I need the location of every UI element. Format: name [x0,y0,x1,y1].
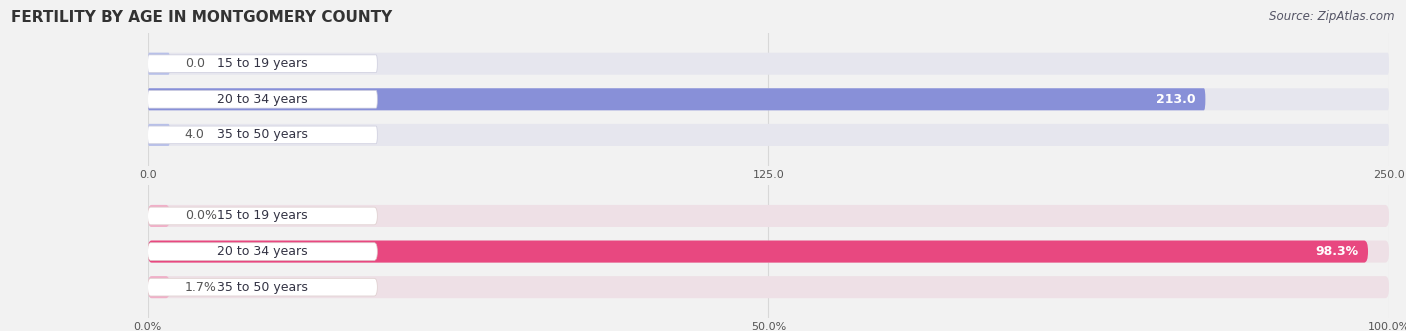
Text: 35 to 50 years: 35 to 50 years [217,281,308,294]
Text: 0.0%: 0.0% [184,210,217,222]
Text: 1.7%: 1.7% [184,281,217,294]
Text: 98.3%: 98.3% [1315,245,1358,258]
FancyBboxPatch shape [148,88,1389,110]
FancyBboxPatch shape [148,53,170,75]
FancyBboxPatch shape [148,276,1389,298]
Text: 15 to 19 years: 15 to 19 years [217,57,308,70]
FancyBboxPatch shape [148,124,170,146]
Text: 35 to 50 years: 35 to 50 years [217,128,308,141]
FancyBboxPatch shape [148,205,170,227]
Text: FERTILITY BY AGE IN MONTGOMERY COUNTY: FERTILITY BY AGE IN MONTGOMERY COUNTY [11,10,392,25]
FancyBboxPatch shape [148,276,170,298]
Text: 20 to 34 years: 20 to 34 years [217,93,308,106]
Text: Source: ZipAtlas.com: Source: ZipAtlas.com [1270,10,1395,23]
Text: 4.0: 4.0 [184,128,205,141]
FancyBboxPatch shape [148,126,377,144]
FancyBboxPatch shape [148,278,377,296]
FancyBboxPatch shape [148,124,1389,146]
FancyBboxPatch shape [148,241,1389,262]
FancyBboxPatch shape [148,55,377,72]
FancyBboxPatch shape [148,241,1368,262]
FancyBboxPatch shape [148,88,1205,110]
Text: 15 to 19 years: 15 to 19 years [217,210,308,222]
Text: 0.0: 0.0 [184,57,205,70]
FancyBboxPatch shape [148,207,377,225]
FancyBboxPatch shape [148,243,377,260]
Text: 20 to 34 years: 20 to 34 years [217,245,308,258]
FancyBboxPatch shape [148,205,1389,227]
FancyBboxPatch shape [148,90,377,108]
FancyBboxPatch shape [148,53,1389,75]
Text: 213.0: 213.0 [1156,93,1195,106]
